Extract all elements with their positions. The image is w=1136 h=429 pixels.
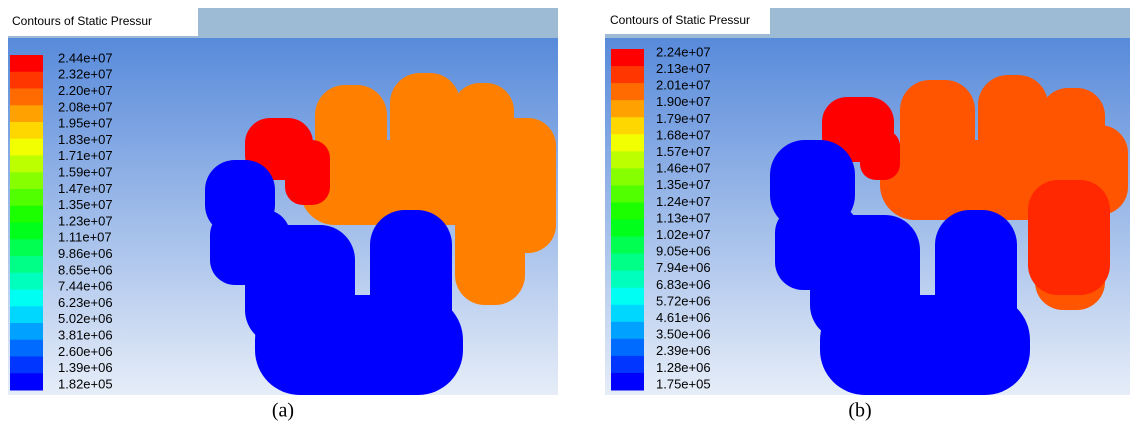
legend-label: 1.68e+07	[656, 127, 711, 142]
colorbar-band	[611, 202, 644, 220]
colorbar-band	[611, 356, 644, 374]
legend-label: 1.02e+07	[656, 227, 711, 242]
colorbar-band	[10, 172, 43, 189]
caption: (a)	[272, 400, 294, 422]
colorbar-band	[611, 220, 644, 238]
colorbar-band	[10, 256, 43, 273]
legend-label: 1.24e+07	[656, 194, 711, 209]
legend-label: 2.13e+07	[656, 61, 711, 76]
colorbar-band	[10, 122, 43, 139]
legend-label: 7.44e+06	[58, 279, 113, 294]
legend-label: 2.60e+06	[58, 344, 113, 359]
caption: (b)	[848, 400, 871, 422]
colorbar-band	[611, 271, 644, 289]
panel-title: Contours of Static Pressur	[12, 14, 152, 28]
legend-label: 1.82e+05	[58, 376, 113, 391]
legend-label: 1.13e+07	[656, 210, 711, 225]
legend-label: 1.47e+07	[58, 181, 113, 196]
colorbar-band	[10, 357, 43, 374]
colorbar-band	[611, 322, 644, 340]
colorbar-band	[10, 273, 43, 290]
colorbar-band	[10, 223, 43, 240]
colorbar-band	[10, 139, 43, 156]
legend-label: 1.35e+07	[58, 197, 113, 212]
legend-label: 1.90e+07	[656, 94, 711, 109]
colorbar-band	[10, 340, 43, 357]
legend-label: 2.01e+07	[656, 78, 711, 93]
colorbar-band	[10, 306, 43, 323]
colorbar-band	[10, 105, 43, 122]
colorbar-band	[611, 254, 644, 272]
legend-label: 3.81e+06	[58, 328, 113, 343]
legend-label: 8.65e+06	[58, 262, 113, 277]
legend-label: 2.20e+07	[58, 83, 113, 98]
colorbar-band	[611, 151, 644, 169]
colorbar-band	[10, 55, 43, 72]
legend-label: 1.46e+07	[656, 161, 711, 176]
legend-label: 1.75e+05	[656, 376, 711, 391]
colorbar-band	[10, 89, 43, 106]
colorbar-band	[10, 323, 43, 340]
colorbar-band	[10, 239, 43, 256]
legend-label: 1.28e+06	[656, 360, 711, 375]
legend-label: 1.95e+07	[58, 116, 113, 131]
colorbar-band	[611, 373, 644, 391]
legend-label: 1.83e+07	[58, 132, 113, 147]
colorbar-band	[611, 134, 644, 152]
legend-label: 6.23e+06	[58, 295, 113, 310]
colorbar-band	[611, 305, 644, 323]
legend-label: 4.61e+06	[656, 310, 711, 325]
legend-label: 1.11e+07	[58, 230, 112, 245]
colorbar-band	[611, 288, 644, 306]
colorbar-band	[10, 290, 43, 307]
colorbar-band	[10, 189, 43, 206]
legend-label: 6.83e+06	[656, 277, 711, 292]
colorbar-band	[611, 168, 644, 186]
colorbar-band	[611, 339, 644, 357]
colorbar-band	[611, 117, 644, 135]
colorbar-band	[611, 83, 644, 101]
legend-label: 3.50e+06	[656, 327, 711, 342]
legend-label: 1.23e+07	[58, 213, 113, 228]
colorbar-band	[10, 72, 43, 89]
legend-label: 2.44e+07	[58, 50, 113, 65]
colorbar-band	[611, 66, 644, 84]
legend-label: 2.08e+07	[58, 99, 113, 114]
legend-label: 2.24e+07	[656, 44, 711, 59]
colorbar-band	[611, 185, 644, 203]
figure: Contours of Static Pressur Contours of S…	[0, 0, 1136, 429]
legend-label: 7.94e+06	[656, 260, 711, 275]
legend-label: 1.59e+07	[58, 165, 113, 180]
legend-label: 1.35e+07	[656, 177, 711, 192]
legend-label: 1.79e+07	[656, 111, 711, 126]
colorbar-band	[10, 206, 43, 223]
colorbar-band	[10, 156, 43, 173]
legend-label: 1.39e+06	[58, 360, 113, 375]
colorbar-band	[611, 237, 644, 255]
legend-label: 9.05e+06	[656, 244, 711, 259]
panel-title: Contours of Static Pressur	[610, 13, 750, 27]
legend-label: 5.02e+06	[58, 311, 113, 326]
colorbar-band	[611, 49, 644, 67]
colorbar-band	[611, 100, 644, 118]
legend-label: 1.57e+07	[656, 144, 711, 159]
colorbar-band	[10, 373, 43, 390]
legend-label: 1.71e+07	[58, 148, 113, 163]
legend-label: 2.39e+06	[656, 343, 711, 358]
legend-label: 2.32e+07	[58, 67, 113, 82]
legend-label: 5.72e+06	[656, 293, 711, 308]
legend-label: 9.86e+06	[58, 246, 113, 261]
